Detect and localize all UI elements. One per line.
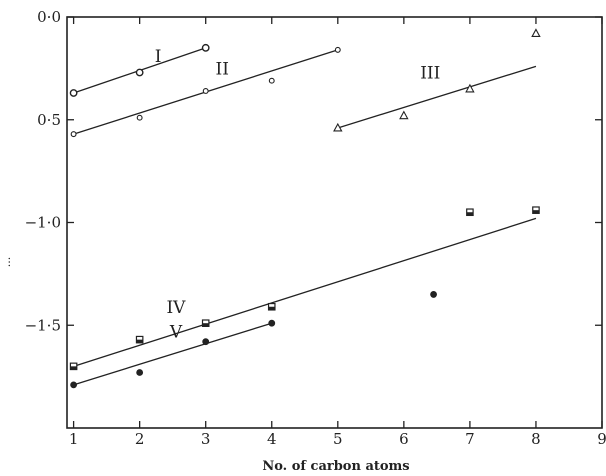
fit-line-iv bbox=[73, 217, 537, 367]
data-point-iii bbox=[333, 122, 343, 132]
fit-line-v bbox=[73, 322, 272, 386]
data-point-iii bbox=[531, 28, 541, 37]
square-fill bbox=[268, 306, 275, 310]
square-fill bbox=[70, 366, 77, 370]
data-point-iv bbox=[267, 302, 276, 311]
square-fill bbox=[202, 323, 209, 327]
data-point-v bbox=[136, 369, 144, 376]
data-point-iv bbox=[532, 206, 540, 214]
x-tick-label: 1 bbox=[69, 430, 79, 448]
x-tick-label: 2 bbox=[135, 430, 145, 448]
data-point-iii bbox=[399, 110, 409, 120]
data-point-ii bbox=[136, 114, 143, 121]
y-tick-label: −1·5 bbox=[25, 316, 61, 334]
x-tick-label: 8 bbox=[531, 430, 541, 448]
series-label-i: I bbox=[155, 47, 162, 67]
series-label-v: V bbox=[169, 323, 183, 343]
data-point-ii bbox=[202, 88, 209, 94]
data-point-ii bbox=[268, 77, 275, 84]
data-point-v bbox=[268, 319, 276, 327]
data-point-iv bbox=[69, 362, 78, 371]
square-fill bbox=[136, 339, 143, 343]
data-point-iv bbox=[466, 208, 474, 217]
fit-lines bbox=[73, 47, 537, 386]
series-label-iv: IV bbox=[166, 298, 186, 318]
y-tick-label: 0·0 bbox=[37, 8, 61, 26]
axes: 1 2 3 4 5 6 7 8 9 0·0 0·5 −1·0 −1·5 bbox=[25, 8, 606, 448]
x-tick-label: 4 bbox=[267, 430, 277, 448]
data-point-ii bbox=[334, 46, 341, 53]
y-axis-title: ... bbox=[0, 257, 13, 268]
x-tick-label: 5 bbox=[333, 430, 343, 448]
x-tick-label: 6 bbox=[399, 430, 409, 448]
data-point-v bbox=[430, 291, 437, 298]
x-axis-title: No. of carbon atoms bbox=[262, 459, 409, 474]
data-point-iii bbox=[465, 83, 475, 93]
data-markers bbox=[69, 28, 541, 389]
x-tick-label: 7 bbox=[465, 430, 475, 448]
data-point-v bbox=[202, 338, 210, 346]
y-tick-label: 0·5 bbox=[37, 111, 61, 129]
x-tick-label: 9 bbox=[597, 430, 606, 448]
x-tick-label: 3 bbox=[201, 430, 211, 448]
data-point-iv bbox=[135, 335, 144, 344]
square-fill bbox=[466, 212, 474, 216]
series-label-ii: II bbox=[215, 60, 228, 80]
data-point-i bbox=[69, 89, 78, 97]
data-point-ii bbox=[70, 131, 77, 138]
data-point-i bbox=[135, 68, 144, 77]
data-point-iv bbox=[201, 319, 210, 327]
data-point-i bbox=[201, 43, 210, 52]
y-tick-label: −1·0 bbox=[25, 214, 61, 232]
fit-line-iii bbox=[337, 65, 537, 129]
data-point-v bbox=[70, 381, 78, 389]
square-fill bbox=[532, 210, 540, 214]
series-label-iii: III bbox=[420, 64, 440, 84]
